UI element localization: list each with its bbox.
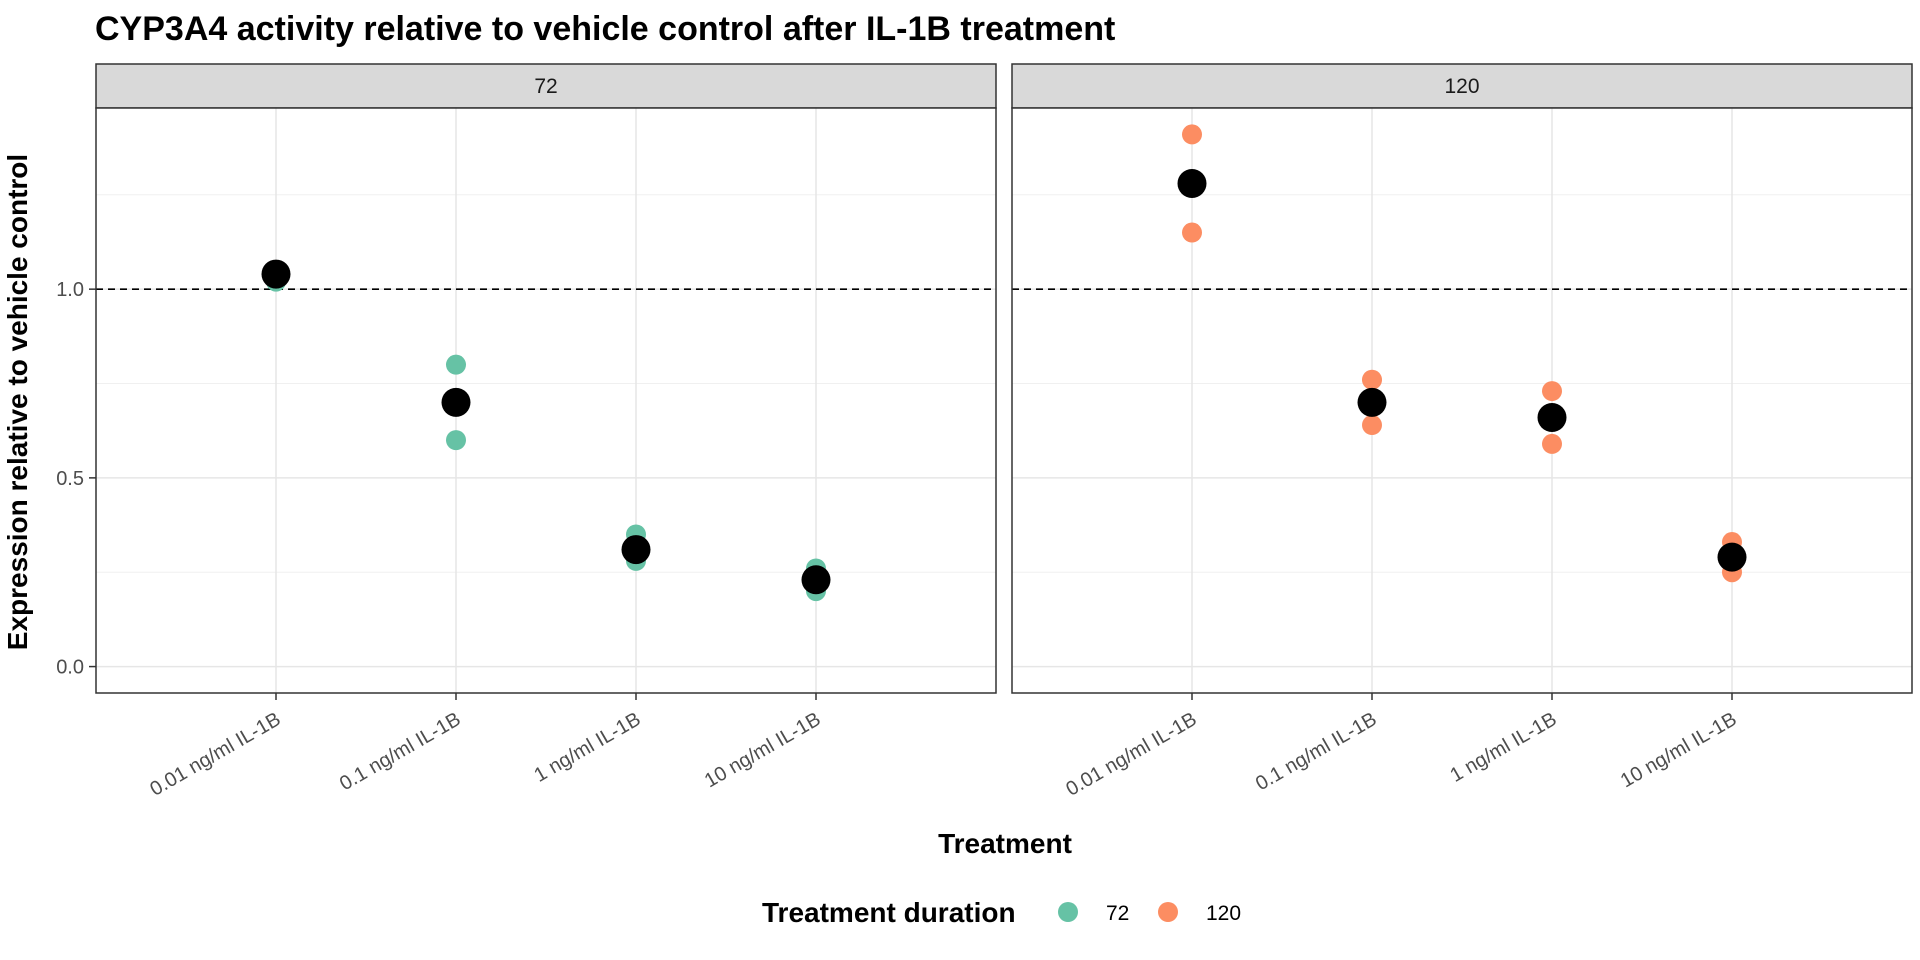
x-tick-label: 10 ng/ml IL-1B xyxy=(701,708,825,792)
x-tick-label: 1 ng/ml IL-1B xyxy=(1446,708,1560,787)
mean-point xyxy=(1537,402,1567,432)
panel-border xyxy=(1011,107,1913,694)
x-axis-title: Treatment xyxy=(938,828,1072,859)
y-tick-label: 1.0 xyxy=(56,279,84,301)
mean-point xyxy=(801,565,831,595)
data-point xyxy=(1362,415,1382,436)
legend-item: 72 xyxy=(1058,902,1129,925)
facet-panel-2: 120 0.01 ng/ml IL-1B 0.1 ng/ml IL-1B 1 ng/m… xyxy=(1011,63,1913,801)
mean-point xyxy=(1177,168,1207,198)
data-point xyxy=(446,354,466,375)
x-tick-label: 0.1 ng/ml IL-1B xyxy=(336,708,464,795)
panel-background xyxy=(96,108,996,693)
legend-swatch xyxy=(1058,902,1078,922)
y-axis-title: Expression relative to vehicle control xyxy=(2,154,33,650)
mean-point xyxy=(261,259,291,289)
mean-point xyxy=(621,535,651,565)
legend-swatch xyxy=(1158,902,1178,922)
y-tick-label: 0.5 xyxy=(56,468,84,490)
legend: Treatment duration 72 120 xyxy=(762,897,1241,928)
x-tick-label: 10 ng/ml IL-1B xyxy=(1617,708,1741,792)
mean-point xyxy=(1357,387,1387,417)
data-point xyxy=(1182,124,1202,145)
panel-border xyxy=(95,107,997,694)
facet-strip xyxy=(95,63,997,109)
data-point xyxy=(446,430,466,451)
legend-item: 120 xyxy=(1158,902,1241,925)
legend-title: Treatment duration xyxy=(762,897,1016,928)
mean-point xyxy=(441,387,471,417)
mean-point xyxy=(1717,542,1747,572)
data-point xyxy=(1542,433,1562,454)
chart-title: CYP3A4 activity relative to vehicle cont… xyxy=(95,10,1115,48)
x-tick-label: 0.01 ng/ml IL-1B xyxy=(1062,708,1200,800)
panel-background xyxy=(1012,108,1912,693)
facet-panel-1: 72 0.01 ng/ml IL-1B 0.1 ng/ml IL-1B 1 ng/ml… xyxy=(56,63,997,801)
x-tick-label: 1 ng/ml IL-1B xyxy=(530,708,644,787)
y-tick-label: 0.0 xyxy=(56,657,84,679)
facet-strip-label: 72 xyxy=(534,75,557,98)
data-point xyxy=(1182,222,1202,243)
legend-label: 120 xyxy=(1206,902,1241,925)
x-tick-label: 0.1 ng/ml IL-1B xyxy=(1252,708,1380,795)
data-point xyxy=(1542,381,1562,402)
legend-label: 72 xyxy=(1106,902,1129,925)
facet-panels: 720.01 ng/ml IL-1B 0.1 ng/ml IL-1B 1 ng/ml… xyxy=(56,63,1913,801)
data-point xyxy=(1362,369,1382,390)
facet-strip-label: 120 xyxy=(1444,75,1479,98)
x-tick-label: 0.01 ng/ml IL-1B xyxy=(146,708,284,800)
